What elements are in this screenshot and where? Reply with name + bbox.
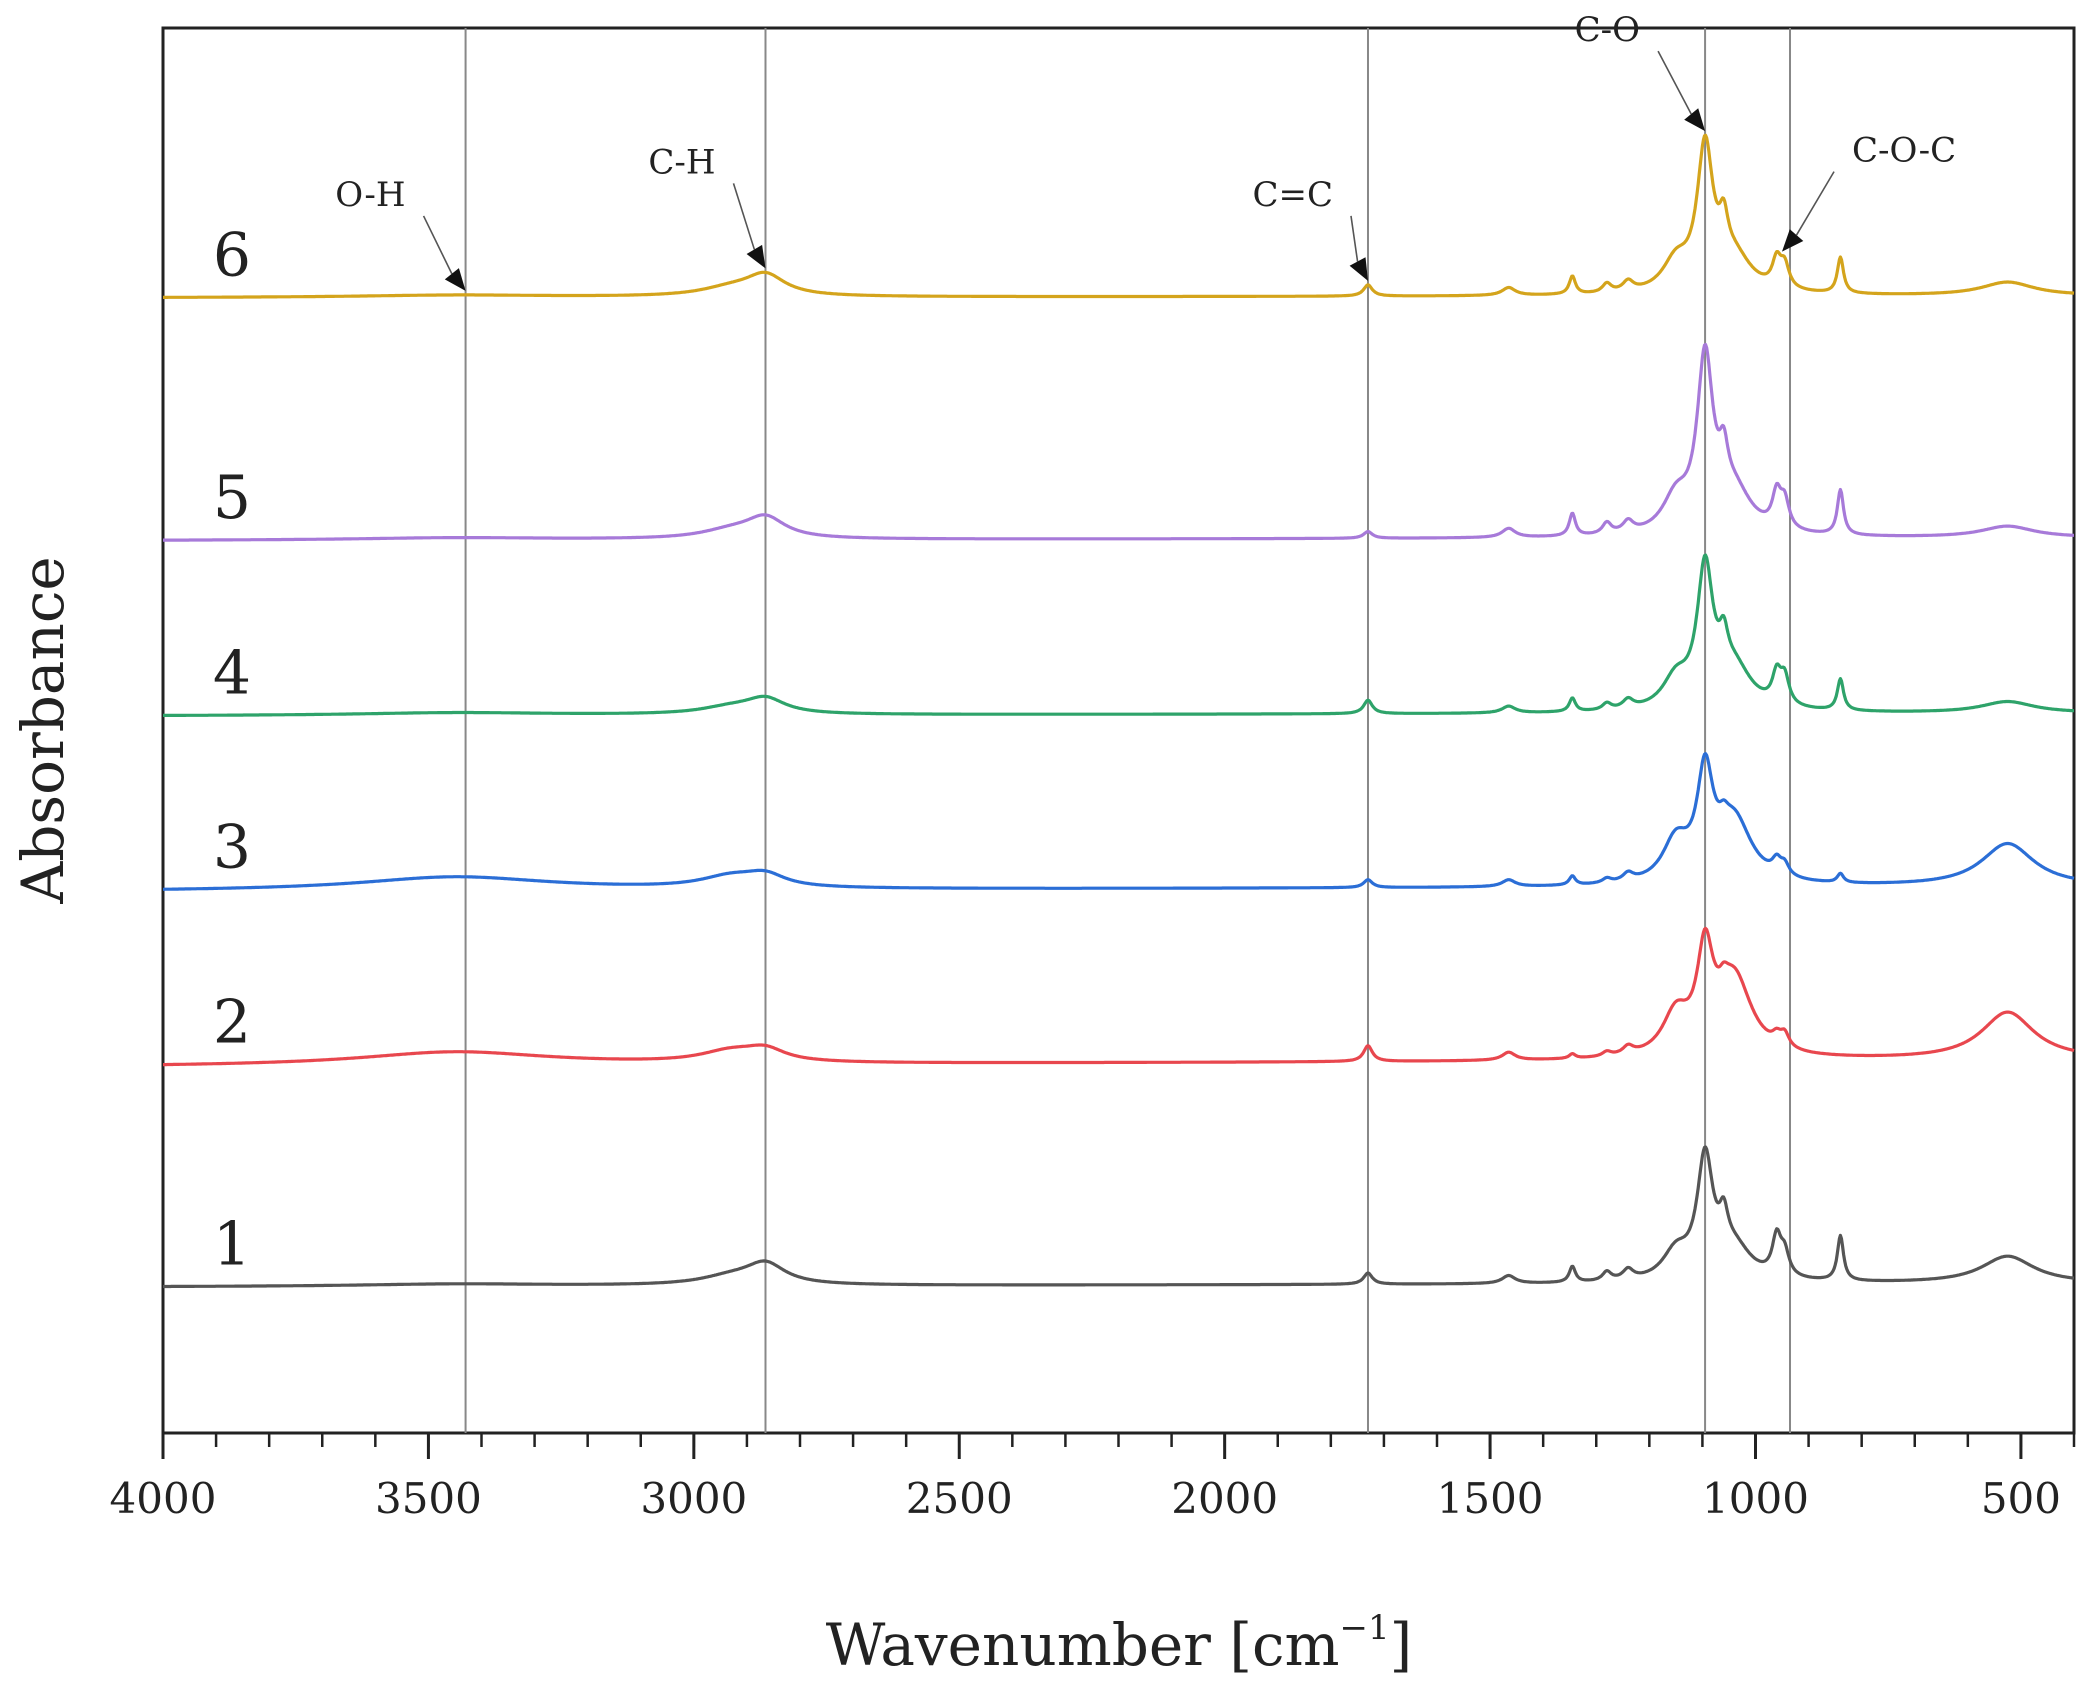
x-tick-label: 4000: [110, 1474, 217, 1523]
annotation-label-1: C-H: [648, 142, 715, 182]
annotation-arrowhead-1: [746, 244, 766, 269]
x-tick-label: 500: [1981, 1474, 2061, 1523]
x-tick-label: 1000: [1702, 1474, 1809, 1523]
series-4-label: 4: [213, 638, 251, 708]
series-2-line: [162, 926, 2075, 1067]
y-axis-title: Absorbance: [9, 556, 77, 904]
annotation-label-0: O-H: [335, 175, 405, 215]
x-axis-title-superscript: −1: [1339, 1608, 1389, 1648]
x-axis: 4000 3500 3000 2500 2000 1500 1000 500: [110, 1433, 2076, 1523]
x-tick-label: 3500: [375, 1474, 482, 1523]
annotation-arrowhead-2: [1349, 257, 1368, 281]
series-2-label: 2: [213, 988, 251, 1058]
annotation-label-4: C-O-C: [1852, 131, 1956, 171]
trace-labels: 1 2 3 4 5 6: [213, 220, 251, 1279]
series-1-label: 1: [213, 1209, 251, 1279]
annotation-arrowhead-3: [1684, 108, 1706, 132]
annotation-arrow-line-3: [1657, 50, 1692, 115]
series-1-line: [162, 1145, 2075, 1289]
annotation-arrow-line-4: [1795, 171, 1835, 236]
series-4-line: [162, 553, 2075, 717]
x-axis-title-suffix: ]: [1390, 1611, 1413, 1679]
x-axis-title-main: Wavenumber [cm: [826, 1611, 1340, 1679]
x-tick-label: 2500: [906, 1474, 1013, 1523]
annotation-label-2: C=C: [1252, 175, 1333, 215]
series-5-label: 5: [213, 463, 251, 533]
series-5-line: [162, 343, 2075, 542]
reference-lines: [464, 28, 1792, 1433]
series-3-line: [162, 752, 2075, 891]
annotation-arrowhead-4: [1782, 229, 1804, 252]
annotation-arrow-line-2: [1350, 215, 1359, 262]
x-tick-label: 2000: [1171, 1474, 1278, 1523]
annotation-arrowhead-0: [444, 268, 466, 291]
x-tick-label: 1500: [1437, 1474, 1544, 1523]
peak-annotations: O-H C-H C=C C-O C-O-C: [335, 10, 1956, 291]
annotation-arrow-line-0: [422, 215, 453, 275]
series-6-line: [162, 133, 2075, 299]
x-axis-title: Wavenumber [cm−1]: [826, 1608, 1412, 1679]
series-6-label: 6: [213, 220, 251, 290]
annotation-arrow-line-1: [732, 183, 756, 250]
series-3-label: 3: [213, 812, 251, 882]
series-group: [162, 133, 2075, 1289]
x-tick-label: 3000: [640, 1474, 747, 1523]
annotation-label-3: C-O: [1575, 10, 1640, 50]
